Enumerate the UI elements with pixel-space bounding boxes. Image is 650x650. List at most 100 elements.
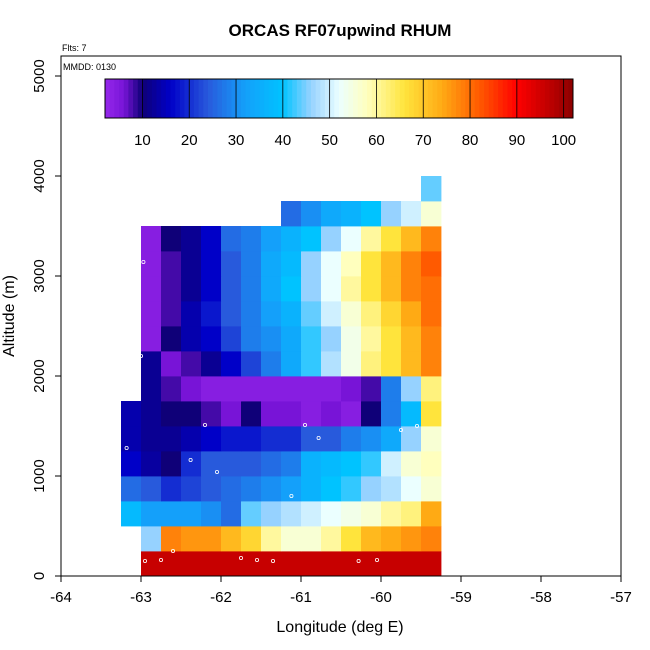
- sample-point: [470, 558, 475, 563]
- sample-point: [170, 549, 175, 554]
- heatmap-cell: [321, 226, 342, 252]
- heatmap-cell: [161, 501, 182, 527]
- colorbar-segment: [474, 79, 480, 118]
- heatmap-cell: [421, 201, 442, 227]
- heatmap-cell: [241, 376, 262, 402]
- heatmap-cell: [301, 451, 322, 477]
- colorbar-tick-label: 20: [181, 132, 198, 149]
- colorbar-segment: [521, 79, 527, 118]
- heatmap-cell: [221, 501, 242, 527]
- heatmap-cell: [121, 451, 142, 477]
- colorbar-segment: [231, 79, 237, 118]
- sample-point: [484, 559, 489, 564]
- heatmap-cell: [261, 251, 282, 277]
- heatmap-cell: [261, 301, 282, 327]
- colorbar-segment: [465, 79, 471, 118]
- colorbar-tick-label: 90: [508, 132, 525, 149]
- heatmap-cell: [201, 501, 222, 527]
- heatmap-cell: [421, 401, 442, 427]
- heatmap-cell: [361, 326, 382, 352]
- heatmap-cell: [241, 526, 262, 552]
- heatmap-cell: [341, 301, 362, 327]
- sample-point: [414, 423, 419, 428]
- heatmap-cell: [241, 401, 262, 427]
- y-tick-label: 5000: [31, 59, 48, 92]
- x-tick-label: -58: [530, 589, 552, 606]
- heatmap-cell: [181, 226, 202, 252]
- heatmap-cell: [161, 476, 182, 502]
- sample-point: [302, 422, 307, 427]
- colorbar-segment: [367, 79, 373, 118]
- sample-point: [124, 445, 129, 450]
- y-tick-label: 3000: [31, 259, 48, 292]
- heatmap-cell: [321, 526, 342, 552]
- heatmap-cell: [361, 276, 382, 302]
- heatmap-cell: [201, 426, 222, 452]
- heatmap-cell: [321, 301, 342, 327]
- sample-point: [481, 300, 486, 305]
- heatmap-cell: [261, 351, 282, 377]
- colorbar-segment: [203, 79, 209, 118]
- heatmap-cell: [141, 501, 162, 527]
- colorbar-frame: [104, 78, 574, 119]
- heatmap-cell: [381, 551, 402, 577]
- heatmap-cell: [401, 501, 422, 527]
- y-axis: 0 1000 2000 3000 4000 5000: [31, 59, 61, 580]
- heatmap-cell: [341, 201, 362, 227]
- heatmap-cell: [421, 476, 442, 502]
- colorbar-segment: [404, 79, 410, 118]
- mmdd-label: MMDD: 0130: [63, 62, 116, 72]
- colorbar-segment: [563, 79, 569, 118]
- colorbar-segment: [507, 79, 513, 118]
- heatmap-cell: [241, 276, 262, 302]
- colorbar-segment: [329, 79, 335, 118]
- heatmap-cell: [261, 476, 282, 502]
- heatmap-cell: [201, 301, 222, 327]
- colorbar-segment: [470, 79, 476, 118]
- sample-point: [158, 558, 163, 563]
- heatmap-cell: [141, 451, 162, 477]
- x-tick-label: -57: [610, 589, 632, 606]
- colorbar-segment: [493, 79, 499, 118]
- colorbar-segment: [432, 79, 438, 118]
- colorbar-segment: [441, 79, 448, 118]
- heatmap-cell: [381, 226, 402, 252]
- colorbar: 10 20 30 40 50 60 70 80 90 100: [104, 78, 576, 149]
- heatmap-cell: [281, 526, 302, 552]
- heatmap-cell: [381, 476, 402, 502]
- colorbar-segment: [179, 79, 185, 118]
- heatmap-cell: [421, 251, 442, 277]
- heatmap-cell: [161, 376, 182, 402]
- heatmap-cell: [361, 376, 382, 402]
- heatmap-cell: [341, 476, 362, 502]
- heatmap-cells: [121, 176, 442, 577]
- colorbar-segment: [198, 79, 204, 118]
- x-tick-label: -62: [210, 589, 232, 606]
- heatmap-cell: [281, 326, 302, 352]
- heatmap-cell: [301, 526, 322, 552]
- heatmap-cell: [161, 451, 182, 477]
- colorbar-tick-label: 80: [462, 132, 479, 149]
- heatmap-cell: [201, 551, 222, 577]
- colorbar-segment: [222, 79, 228, 118]
- heatmap-cell: [221, 351, 242, 377]
- heatmap-cell: [341, 526, 362, 552]
- colorbar-segment: [427, 79, 433, 118]
- y-axis-label: Altitude (m): [1, 275, 18, 357]
- heatmap-cell: [241, 226, 262, 252]
- heatmap-cell: [361, 201, 382, 227]
- heatmap-cell: [121, 426, 142, 452]
- heatmap-cell: [401, 326, 422, 352]
- colorbar-segment: [385, 79, 391, 118]
- x-axis-label: Longitude (deg E): [276, 619, 403, 636]
- colorbar-segment: [306, 79, 312, 118]
- colorbar-segment: [554, 79, 560, 118]
- heatmap-cell: [221, 551, 242, 577]
- colorbar-segment: [484, 79, 490, 118]
- flights-label: Flts: 7: [62, 43, 87, 53]
- colorbar-segment: [418, 79, 424, 118]
- heatmap-cell: [361, 351, 382, 377]
- heatmap-cell: [301, 376, 322, 402]
- y-tick-label: 2000: [31, 359, 48, 392]
